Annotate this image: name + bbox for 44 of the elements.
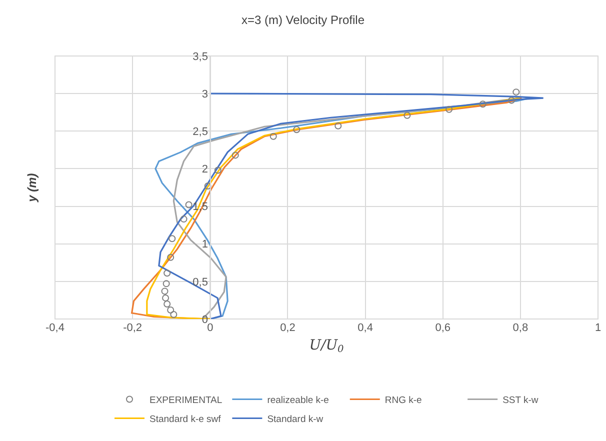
x-tick-label: -0,4: [46, 322, 64, 334]
chart-title: x=3 (m) Velocity Profile: [241, 12, 365, 27]
point: [180, 216, 188, 223]
point: [162, 294, 170, 302]
legend-label: EXPERIMENTAL: [150, 394, 222, 406]
point: [204, 182, 212, 190]
x-tick-label: -0,2: [123, 322, 142, 334]
point: [168, 235, 176, 242]
y-tick-label: 2,5: [192, 126, 208, 138]
legend-label: Standard k-e swf: [150, 414, 222, 425]
x-tick-label: 0,6: [435, 322, 451, 334]
point: [162, 280, 170, 288]
point: [164, 300, 171, 308]
point: [170, 310, 178, 318]
point: [164, 270, 171, 277]
legend-label: RNG k-e: [384, 394, 422, 406]
point: [479, 100, 486, 108]
legend-label: SST k-w: [502, 394, 538, 406]
point: [214, 166, 222, 174]
point: [185, 201, 192, 208]
point: [293, 126, 300, 134]
point: [232, 152, 239, 159]
point: [167, 254, 174, 261]
y-tick-label: 0,5: [192, 276, 208, 288]
x-tick-label: 1: [594, 322, 602, 334]
y-tick-label: 1: [202, 238, 208, 251]
point: [334, 122, 342, 130]
point: [512, 88, 520, 96]
point: [167, 306, 174, 314]
legend-label: realizeable k-e: [267, 394, 329, 406]
x-tick-label: 0,8: [512, 322, 528, 334]
x-tick-label: 0,4: [358, 322, 373, 334]
point: [270, 132, 277, 140]
y-tick-label: 3,5: [192, 50, 208, 63]
y-tick-label: 2: [202, 164, 208, 176]
x-tick-label: 0,2: [280, 322, 296, 334]
point: [508, 96, 516, 104]
point: [404, 112, 411, 119]
y-tick-label: 3: [202, 88, 208, 100]
point: [161, 288, 168, 295]
point: [446, 106, 453, 113]
x-axis-title: U/U$_{0}$: [309, 337, 344, 356]
legend-label: Standard k-w: [267, 414, 324, 425]
y-axis-title: y (m): [24, 173, 39, 203]
